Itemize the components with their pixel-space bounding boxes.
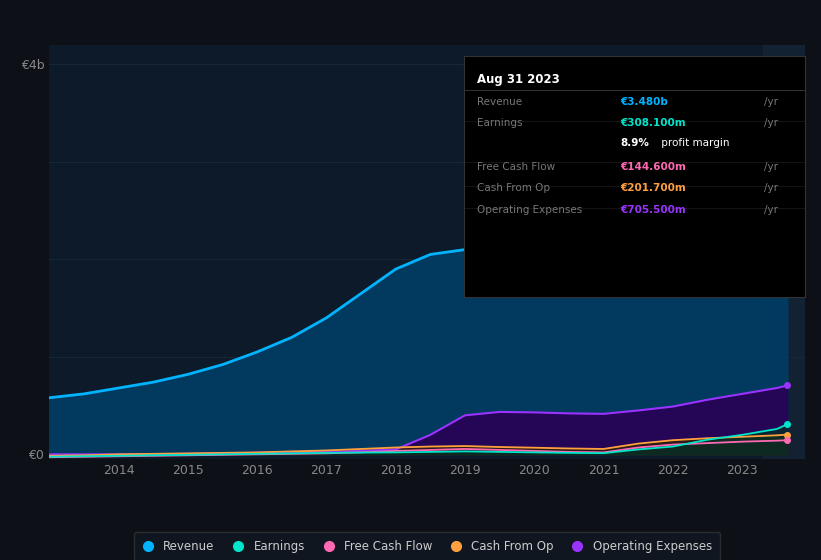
Text: €3.480b: €3.480b — [621, 97, 668, 107]
Text: €308.100m: €308.100m — [621, 118, 686, 128]
Text: /yr: /yr — [764, 205, 777, 215]
Text: €201.700m: €201.700m — [621, 184, 686, 193]
Text: €144.600m: €144.600m — [621, 162, 686, 172]
Legend: Revenue, Earnings, Free Cash Flow, Cash From Op, Operating Expenses: Revenue, Earnings, Free Cash Flow, Cash … — [134, 531, 720, 560]
Text: Revenue: Revenue — [478, 97, 523, 107]
Text: Earnings: Earnings — [478, 118, 523, 128]
Text: €705.500m: €705.500m — [621, 205, 686, 215]
Text: 8.9%: 8.9% — [621, 138, 649, 148]
Text: profit margin: profit margin — [658, 138, 730, 148]
Text: /yr: /yr — [764, 184, 777, 193]
Text: Cash From Op: Cash From Op — [478, 184, 551, 193]
Text: Free Cash Flow: Free Cash Flow — [478, 162, 556, 172]
Text: Operating Expenses: Operating Expenses — [478, 205, 583, 215]
Text: /yr: /yr — [764, 162, 777, 172]
Bar — [763, 45, 805, 459]
Text: Aug 31 2023: Aug 31 2023 — [478, 73, 560, 86]
Text: /yr: /yr — [764, 118, 777, 128]
Text: /yr: /yr — [764, 97, 777, 107]
